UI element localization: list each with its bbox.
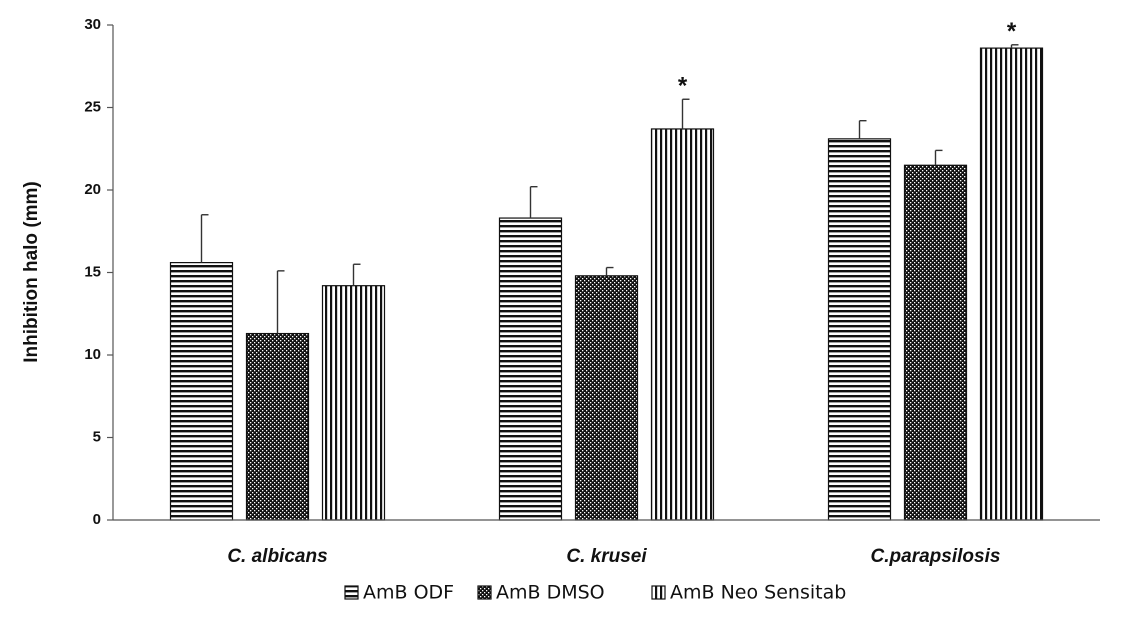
- bar: [979, 47, 1044, 521]
- y-axis: 0 5 10 15 20 25 30: [84, 16, 114, 528]
- y-tick-label: 0: [93, 511, 101, 528]
- y-tick-label: 25: [84, 98, 101, 115]
- bar: [574, 275, 639, 521]
- legend: AmB ODF AmB DMSO AmB Neo Sensitab: [344, 582, 846, 604]
- y-tick-label: 30: [84, 16, 101, 33]
- legend-swatch: [477, 585, 492, 600]
- significance-marker: *: [1007, 18, 1017, 45]
- legend-swatch: [344, 585, 359, 600]
- y-tick-label: 5: [93, 428, 101, 445]
- bar: [903, 164, 968, 521]
- y-axis-label: Inhibition halo (mm): [21, 181, 42, 363]
- y-tick-label: 10: [84, 346, 101, 363]
- y-tick-label: 20: [84, 181, 101, 198]
- bar: [650, 128, 715, 521]
- legend-swatch: [651, 585, 666, 600]
- bar: [498, 217, 563, 521]
- significance-marker: *: [678, 72, 688, 99]
- bar: [321, 285, 386, 521]
- x-tick-label: C. krusei: [566, 546, 647, 567]
- legend-label: AmB Neo Sensitab: [670, 582, 846, 604]
- x-axis: C. albicans C. krusei C.parapsilosis: [113, 519, 1100, 567]
- bar: [827, 138, 892, 521]
- plot-area: **: [169, 18, 1044, 521]
- legend-label: AmB DMSO: [496, 582, 605, 604]
- x-tick-label: C.parapsilosis: [871, 546, 1001, 567]
- x-tick-label: C. albicans: [227, 546, 327, 567]
- bar: [169, 262, 234, 521]
- legend-label: AmB ODF: [363, 582, 454, 604]
- y-tick-label: 15: [84, 263, 101, 280]
- bar: [245, 332, 310, 521]
